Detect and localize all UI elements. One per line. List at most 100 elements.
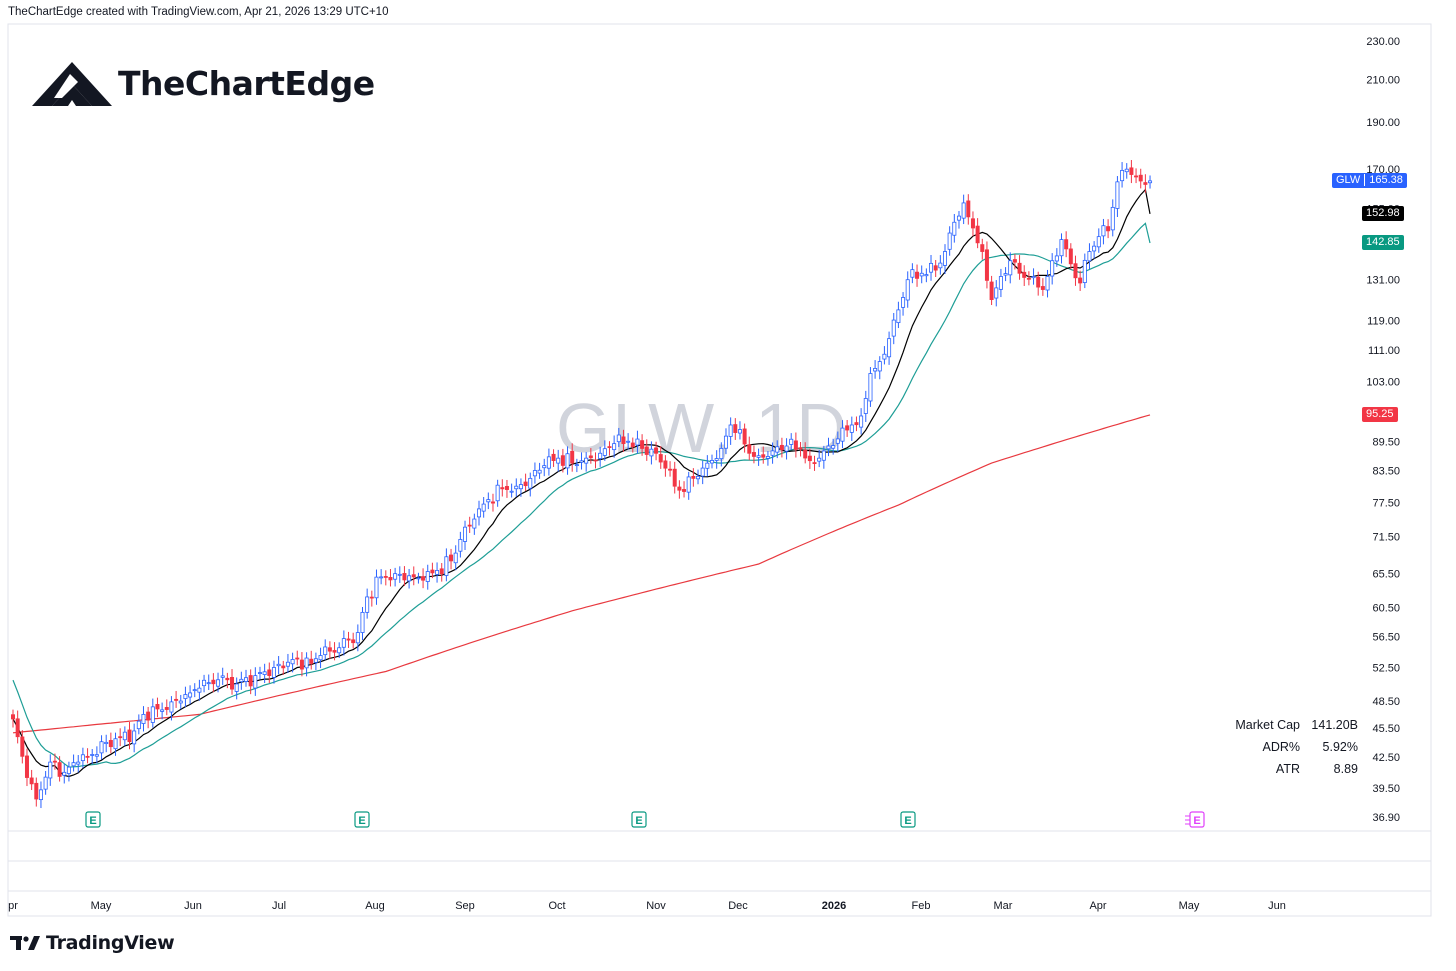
y-tick-label: 190.00 <box>1366 117 1400 129</box>
candle-up <box>789 433 794 450</box>
candle-up <box>887 331 892 365</box>
brand-name: TheChartEdge <box>118 63 375 103</box>
y-tick-label: 45.50 <box>1372 723 1400 735</box>
candle-down <box>449 548 454 570</box>
candle-down <box>402 566 407 586</box>
candle-up <box>1082 253 1087 289</box>
stats-label: ATR <box>1275 762 1300 776</box>
candle-up <box>719 442 724 467</box>
candle-down <box>467 516 472 533</box>
candle-down <box>1138 168 1143 189</box>
candle-down <box>383 570 388 586</box>
candle-down <box>975 218 980 249</box>
earnings-marker-label: E <box>1193 815 1200 827</box>
candle-up <box>649 441 654 465</box>
candle-up <box>737 421 742 440</box>
candle-down <box>989 275 994 306</box>
tradingview-wordmark: TradingView <box>46 932 175 954</box>
symbol-label: GLW <box>1336 174 1361 186</box>
candle-up <box>355 624 360 652</box>
candle-down <box>970 211 975 237</box>
candle-up <box>714 450 719 469</box>
candle-up <box>602 440 607 461</box>
y-tick-label: 39.50 <box>1372 783 1400 795</box>
candle-up <box>476 500 481 526</box>
candle-up <box>132 723 137 753</box>
candle-up <box>556 449 561 472</box>
candle-down <box>560 448 565 473</box>
candle-down <box>500 479 505 497</box>
candle-down <box>225 672 230 689</box>
candle-up <box>956 211 961 229</box>
candle-up <box>1115 176 1120 218</box>
candle-up <box>863 390 868 422</box>
candle-up <box>453 545 458 571</box>
candle-down <box>803 442 808 464</box>
x-tick-label: May <box>1179 900 1200 912</box>
candle-up <box>1096 228 1101 253</box>
candle-down <box>793 432 798 458</box>
stats-value: 141.20B <box>1311 718 1358 732</box>
candle-down <box>798 441 803 457</box>
candle-up <box>770 442 775 464</box>
candle-up <box>257 666 262 680</box>
candle-down <box>1143 174 1148 193</box>
candle-down <box>127 721 132 750</box>
candle-down <box>593 452 598 469</box>
candle-down <box>854 416 859 432</box>
candle-up <box>598 446 603 467</box>
brand-logo: TheChartEdge <box>32 60 375 106</box>
tradingview-logo[interactable]: TradingView <box>10 932 175 954</box>
candle-up <box>961 194 966 225</box>
symbol-price: 165.38 <box>1364 174 1407 186</box>
candle-down <box>682 481 687 498</box>
candle-up <box>304 652 309 677</box>
candle-up <box>877 356 882 380</box>
candle-up <box>700 460 705 485</box>
candle-up <box>938 255 943 275</box>
y-tick-label: 111.00 <box>1368 345 1400 357</box>
x-tick-label: Apr <box>1089 900 1106 912</box>
candle-down <box>299 652 304 677</box>
candle-up <box>518 478 523 497</box>
candle-down <box>118 728 123 747</box>
candle-up <box>710 454 715 469</box>
earnings-marker-label: E <box>635 815 642 827</box>
candle-down <box>1017 255 1022 280</box>
y-tick-label: 210.00 <box>1366 75 1400 87</box>
x-tick-label: 2026 <box>822 900 846 912</box>
mountain-logo-icon <box>32 62 112 106</box>
candle-up <box>234 677 239 700</box>
candle-up <box>90 749 95 764</box>
candle-up <box>66 761 71 782</box>
candle-up <box>1092 241 1097 259</box>
candle-up <box>626 433 631 450</box>
candle-down <box>281 660 286 675</box>
candle-up <box>705 455 710 477</box>
ma-mid-price-tag: 142.85 <box>1362 235 1404 250</box>
candle-down <box>1129 160 1134 184</box>
candle-down <box>984 241 989 289</box>
y-tick-label: 103.00 <box>1366 377 1400 389</box>
candle-up <box>947 226 952 256</box>
candle-down <box>1078 270 1083 291</box>
candle-up <box>341 630 346 656</box>
candle-up <box>910 263 915 284</box>
candle-up <box>1087 243 1092 270</box>
candle-down <box>52 753 57 770</box>
candle-down <box>248 669 253 695</box>
candle-up <box>765 451 770 466</box>
y-tick-label: 71.50 <box>1372 531 1400 543</box>
tradingview-logo-icon <box>10 936 40 950</box>
candle-up <box>579 452 584 470</box>
candle-up <box>80 747 85 769</box>
candle-down <box>779 437 784 458</box>
y-tick-label: 42.50 <box>1372 752 1400 764</box>
candle-up <box>784 438 789 460</box>
candle-down <box>915 264 920 287</box>
candle-up <box>444 548 449 582</box>
chart-credit: TheChartEdge created with TradingView.co… <box>8 6 389 18</box>
candle-up <box>136 714 141 735</box>
candle-down <box>346 631 351 648</box>
